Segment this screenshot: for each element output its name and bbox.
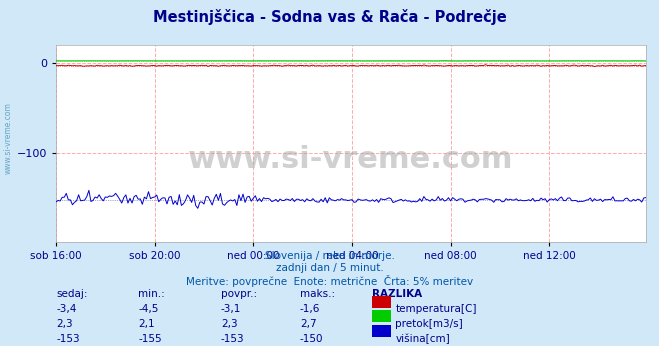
Text: www.si-vreme.com: www.si-vreme.com	[188, 145, 513, 174]
Text: pretok[m3/s]: pretok[m3/s]	[395, 319, 463, 329]
Text: -3,4: -3,4	[56, 304, 76, 315]
Text: -1,6: -1,6	[300, 304, 320, 315]
Text: RAZLIKA: RAZLIKA	[372, 289, 422, 299]
Text: višina[cm]: višina[cm]	[395, 334, 450, 344]
Text: Meritve: povprečne  Enote: metrične  Črta: 5% meritev: Meritve: povprečne Enote: metrične Črta:…	[186, 275, 473, 287]
Text: -153: -153	[221, 334, 244, 344]
Text: -155: -155	[138, 334, 162, 344]
Text: 2,7: 2,7	[300, 319, 316, 329]
Text: www.si-vreme.com: www.si-vreme.com	[3, 102, 13, 174]
Text: -4,5: -4,5	[138, 304, 159, 315]
Text: Slovenija / reke in morje.: Slovenija / reke in morje.	[264, 251, 395, 261]
Text: povpr.:: povpr.:	[221, 289, 257, 299]
Text: zadnji dan / 5 minut.: zadnji dan / 5 minut.	[275, 263, 384, 273]
Text: -153: -153	[56, 334, 80, 344]
Text: -3,1: -3,1	[221, 304, 241, 315]
Text: -150: -150	[300, 334, 324, 344]
Text: sedaj:: sedaj:	[56, 289, 88, 299]
Text: 2,3: 2,3	[221, 319, 237, 329]
Text: 2,3: 2,3	[56, 319, 72, 329]
Text: 2,1: 2,1	[138, 319, 155, 329]
Text: min.:: min.:	[138, 289, 165, 299]
Text: temperatura[C]: temperatura[C]	[395, 304, 477, 315]
Text: maks.:: maks.:	[300, 289, 335, 299]
Text: Mestinjščica - Sodna vas & Rača - Podrečje: Mestinjščica - Sodna vas & Rača - Podreč…	[153, 9, 506, 25]
